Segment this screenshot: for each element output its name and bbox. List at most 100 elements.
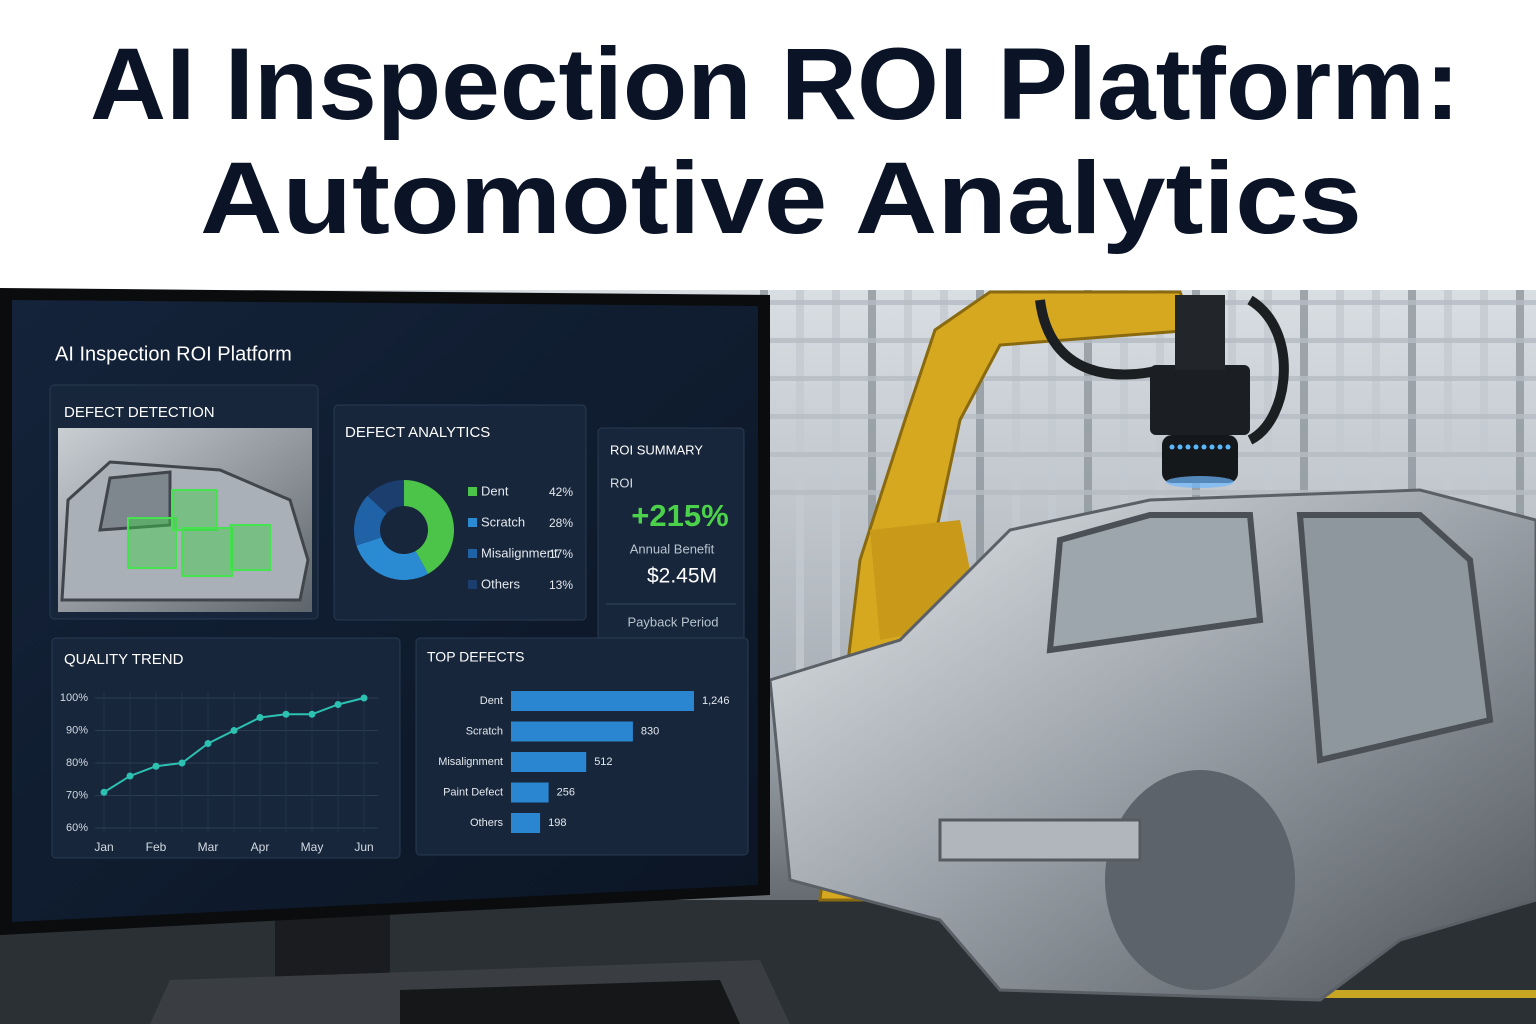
x-tick-label: Jun bbox=[354, 840, 373, 854]
trend-point bbox=[334, 701, 342, 708]
camera-led bbox=[1201, 444, 1207, 450]
trend-point bbox=[152, 762, 160, 770]
camera bbox=[1175, 295, 1225, 370]
keyboard bbox=[400, 980, 740, 1024]
dashboard-title: AI Inspection ROI Platform bbox=[55, 343, 292, 365]
panel-title: QUALITY TREND bbox=[64, 651, 184, 668]
panel bbox=[415, 637, 749, 856]
trend-point bbox=[230, 727, 238, 734]
dashboard: AI Inspection ROI Platform DEFECT DETECTI… bbox=[49, 343, 749, 859]
pillar bbox=[1012, 290, 1020, 710]
trend-point bbox=[126, 772, 134, 780]
bar bbox=[511, 813, 541, 833]
legend-label: Dent bbox=[481, 483, 509, 498]
panel-title: DEFECT ANALYTICS bbox=[345, 424, 490, 441]
legend-swatch bbox=[468, 580, 477, 589]
value-label: 830 bbox=[641, 725, 659, 737]
legend-label: Misalignment bbox=[481, 545, 558, 560]
y-tick-label: Misalignment bbox=[438, 756, 503, 768]
camera-led bbox=[1193, 444, 1199, 450]
camera bbox=[1150, 365, 1250, 435]
panel-title: ROI SUMMARY bbox=[610, 442, 703, 457]
annual-benefit-value: $2.45M bbox=[647, 565, 717, 588]
camera-led bbox=[1177, 444, 1183, 450]
y-tick-label: Scratch bbox=[466, 725, 503, 737]
car-window bbox=[1296, 512, 1494, 764]
bar bbox=[511, 721, 633, 742]
wheel-arch bbox=[1105, 770, 1295, 990]
value-label: 42% bbox=[549, 485, 573, 499]
pillar bbox=[868, 290, 876, 710]
camera-led bbox=[1217, 444, 1223, 450]
value-label: 256 bbox=[557, 786, 575, 798]
y-tick-label: 100% bbox=[60, 692, 88, 704]
y-tick-label: 80% bbox=[66, 757, 88, 769]
camera-led bbox=[1209, 444, 1215, 450]
beam bbox=[760, 376, 1536, 381]
detection-box bbox=[127, 517, 177, 569]
trend-point bbox=[282, 710, 290, 718]
detection-box bbox=[181, 527, 233, 577]
car-thumbnail-window bbox=[98, 470, 172, 532]
trend-point bbox=[360, 694, 368, 702]
camera-led bbox=[1225, 444, 1231, 450]
pillar bbox=[1048, 290, 1056, 710]
floor-stripe bbox=[1300, 990, 1536, 998]
pillar bbox=[1480, 290, 1488, 710]
camera-led bbox=[1185, 444, 1191, 450]
legend-swatch bbox=[468, 549, 477, 558]
camera-glow bbox=[1166, 476, 1234, 488]
trend-point bbox=[100, 788, 108, 796]
trend-point bbox=[204, 740, 212, 747]
panel-title: DEFECT DETECTION bbox=[64, 404, 215, 421]
pillar bbox=[1084, 290, 1092, 710]
beam bbox=[760, 338, 1536, 343]
legend-label: Scratch bbox=[481, 514, 525, 529]
y-tick-label: Dent bbox=[480, 695, 503, 707]
payback-label: Payback Period bbox=[627, 614, 718, 629]
pillar bbox=[976, 290, 984, 710]
detection-box bbox=[171, 489, 218, 531]
x-tick-label: May bbox=[301, 840, 324, 854]
y-tick-label: Paint Defect bbox=[443, 786, 503, 798]
x-tick-label: Jan bbox=[94, 840, 113, 854]
donut-slice bbox=[356, 537, 429, 580]
beam bbox=[760, 414, 1536, 419]
x-tick-label: Feb bbox=[146, 840, 167, 854]
value-label: 17% bbox=[549, 547, 573, 561]
roi-label: ROI bbox=[610, 475, 633, 490]
x-tick-label: Apr bbox=[251, 840, 270, 854]
y-tick-label: 60% bbox=[66, 822, 88, 834]
page-title: Automotive Analytics bbox=[200, 141, 1362, 255]
value-label: 28% bbox=[549, 516, 573, 530]
cable bbox=[1035, 295, 1289, 445]
panel bbox=[51, 637, 401, 859]
trend-point bbox=[256, 714, 264, 721]
donut-slice bbox=[354, 495, 387, 546]
legend-label: Others bbox=[481, 576, 521, 591]
y-tick-label: 90% bbox=[66, 724, 88, 736]
x-tick-label: Mar bbox=[198, 840, 219, 854]
beam bbox=[760, 452, 1536, 457]
bar bbox=[511, 782, 549, 803]
pillar bbox=[1516, 290, 1524, 710]
annual-benefit-label: Annual Benefit bbox=[630, 541, 715, 556]
value-label: 512 bbox=[594, 756, 612, 768]
legend-swatch bbox=[468, 518, 477, 527]
camera-lens bbox=[1162, 435, 1238, 483]
panel-title: TOP DEFECTS bbox=[427, 649, 525, 665]
page-title: AI Inspection ROI Platform: bbox=[90, 27, 1460, 141]
y-tick-label: 70% bbox=[66, 789, 88, 801]
donut-slice bbox=[404, 480, 454, 574]
value-label: 13% bbox=[549, 578, 573, 592]
roi-value: +215% bbox=[631, 498, 728, 533]
beam bbox=[760, 490, 1536, 495]
car-frame bbox=[938, 818, 1142, 862]
car-window bbox=[1046, 512, 1264, 654]
bar bbox=[511, 752, 587, 772]
value-label: 1,246 bbox=[702, 695, 730, 707]
pillar bbox=[832, 290, 840, 710]
pillar bbox=[796, 290, 804, 710]
